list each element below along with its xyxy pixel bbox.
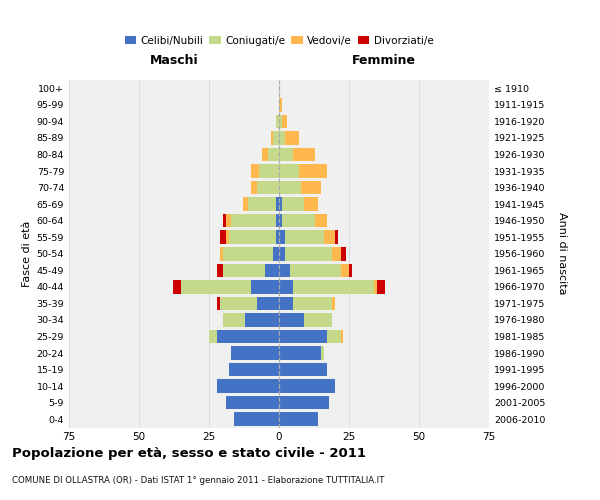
Text: Femmine: Femmine xyxy=(352,54,416,67)
Bar xyxy=(279,230,284,244)
Bar xyxy=(265,264,279,277)
Bar xyxy=(279,214,282,228)
Text: Popolazione per età, sesso e stato civile - 2011: Popolazione per età, sesso e stato civil… xyxy=(12,448,366,460)
Bar xyxy=(248,198,276,211)
Bar xyxy=(226,214,232,228)
Bar xyxy=(279,396,329,409)
Bar xyxy=(173,280,181,293)
Bar xyxy=(223,313,245,326)
Bar xyxy=(279,98,282,112)
Bar xyxy=(268,148,279,161)
Bar xyxy=(279,313,304,326)
Bar xyxy=(279,346,321,360)
Bar xyxy=(223,247,274,260)
Bar xyxy=(279,148,293,161)
Bar xyxy=(304,313,332,326)
Bar xyxy=(324,230,335,244)
Bar xyxy=(332,247,341,260)
Bar xyxy=(279,198,282,211)
Bar xyxy=(251,181,257,194)
Bar xyxy=(181,280,251,293)
Bar xyxy=(279,330,326,344)
Bar xyxy=(226,230,229,244)
Bar xyxy=(290,264,341,277)
Bar xyxy=(284,131,299,144)
Bar xyxy=(245,313,279,326)
Bar xyxy=(232,346,279,360)
Bar xyxy=(232,214,276,228)
Bar xyxy=(299,164,326,178)
Bar xyxy=(217,330,279,344)
Bar xyxy=(251,280,279,293)
Bar xyxy=(276,198,279,211)
Bar xyxy=(209,330,217,344)
Bar xyxy=(293,280,374,293)
Bar xyxy=(226,396,279,409)
Bar xyxy=(217,264,223,277)
Bar xyxy=(229,230,276,244)
Bar xyxy=(377,280,385,293)
Bar xyxy=(326,330,341,344)
Text: Maschi: Maschi xyxy=(149,54,199,67)
Bar xyxy=(279,280,293,293)
Legend: Celibi/Nubili, Coniugati/e, Vedovi/e, Divorziati/e: Celibi/Nubili, Coniugati/e, Vedovi/e, Di… xyxy=(121,32,437,50)
Y-axis label: Fasce di età: Fasce di età xyxy=(22,220,32,287)
Bar xyxy=(282,114,287,128)
Bar xyxy=(279,363,326,376)
Bar xyxy=(282,198,304,211)
Bar xyxy=(279,114,282,128)
Bar xyxy=(316,214,326,228)
Bar xyxy=(217,380,279,393)
Bar xyxy=(220,296,257,310)
Bar xyxy=(332,296,335,310)
Bar xyxy=(251,164,259,178)
Bar xyxy=(257,296,279,310)
Bar xyxy=(293,296,332,310)
Bar xyxy=(223,214,226,228)
Bar xyxy=(262,148,268,161)
Bar xyxy=(259,164,279,178)
Bar xyxy=(321,346,324,360)
Bar xyxy=(223,264,265,277)
Bar xyxy=(279,380,335,393)
Bar xyxy=(271,131,274,144)
Bar xyxy=(257,181,279,194)
Bar xyxy=(229,363,279,376)
Bar xyxy=(276,214,279,228)
Bar xyxy=(284,230,324,244)
Bar xyxy=(341,264,349,277)
Bar xyxy=(242,198,248,211)
Bar xyxy=(279,181,301,194)
Bar xyxy=(220,247,223,260)
Y-axis label: Anni di nascita: Anni di nascita xyxy=(557,212,566,295)
Bar xyxy=(276,114,279,128)
Bar xyxy=(276,230,279,244)
Bar xyxy=(279,131,284,144)
Bar xyxy=(279,164,299,178)
Bar xyxy=(304,198,318,211)
Bar xyxy=(279,296,293,310)
Bar xyxy=(341,247,346,260)
Bar xyxy=(220,230,226,244)
Bar xyxy=(293,148,316,161)
Bar xyxy=(217,296,220,310)
Bar xyxy=(279,412,318,426)
Bar xyxy=(335,230,338,244)
Bar xyxy=(301,181,321,194)
Bar xyxy=(282,214,316,228)
Bar xyxy=(279,247,284,260)
Bar xyxy=(234,412,279,426)
Bar xyxy=(284,247,332,260)
Bar xyxy=(374,280,377,293)
Bar xyxy=(274,131,279,144)
Text: COMUNE DI OLLASTRA (OR) - Dati ISTAT 1° gennaio 2011 - Elaborazione TUTTITALIA.I: COMUNE DI OLLASTRA (OR) - Dati ISTAT 1° … xyxy=(12,476,385,485)
Bar xyxy=(341,330,343,344)
Bar xyxy=(279,264,290,277)
Bar xyxy=(349,264,352,277)
Bar xyxy=(274,247,279,260)
